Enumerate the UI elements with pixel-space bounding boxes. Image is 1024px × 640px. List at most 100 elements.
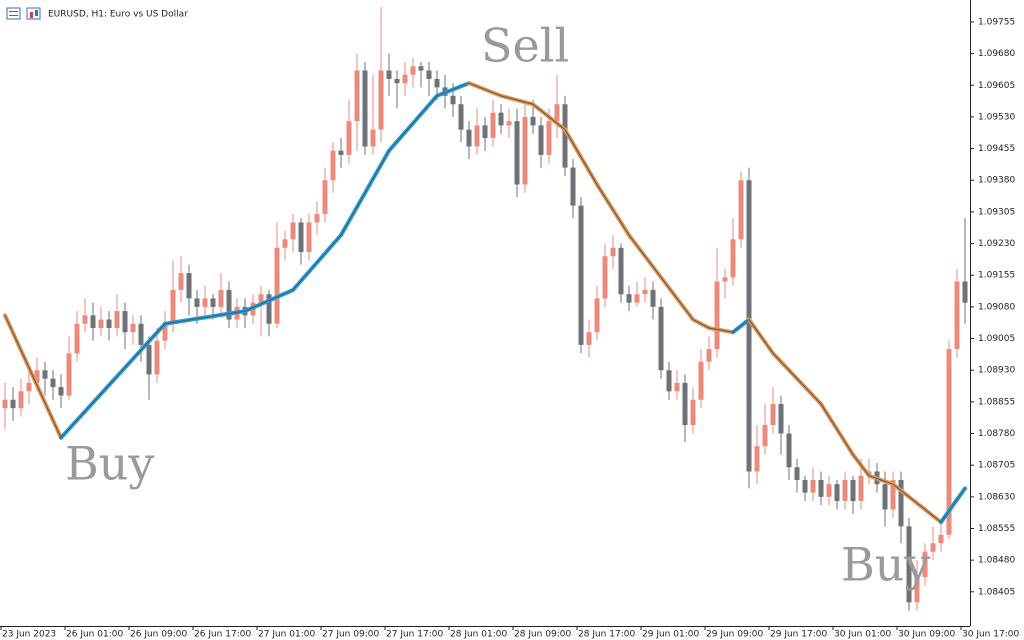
candle-body bbox=[578, 205, 584, 345]
x-tick-label: 27 Jun 17:00 bbox=[386, 630, 443, 640]
candle-body bbox=[514, 121, 520, 185]
candle-body bbox=[506, 121, 512, 126]
y-tick-label: 1.09380 bbox=[978, 176, 1015, 186]
candle-body bbox=[618, 247, 624, 295]
candle-body bbox=[746, 180, 752, 472]
candle-body bbox=[658, 306, 664, 371]
y-tick-label: 1.09230 bbox=[978, 239, 1015, 249]
candle-body bbox=[322, 180, 328, 215]
x-tick-label: 28 Jun 09:00 bbox=[514, 630, 571, 640]
candle-body bbox=[266, 294, 272, 324]
icon bbox=[30, 12, 33, 18]
x-tick-label: 29 Jun 01:00 bbox=[642, 630, 699, 640]
x-tick-label: 29 Jun 09:00 bbox=[706, 630, 763, 640]
candle-body bbox=[298, 222, 304, 253]
candle-body bbox=[386, 70, 392, 79]
x-tick-label: 30 Jun 17:00 bbox=[962, 630, 1019, 640]
candle-body bbox=[122, 311, 128, 333]
candle-body bbox=[842, 479, 848, 502]
candle-body bbox=[370, 129, 376, 147]
y-tick-label: 1.08555 bbox=[978, 524, 1015, 534]
candle-body bbox=[130, 323, 136, 333]
candle-body bbox=[682, 382, 688, 426]
candle-body bbox=[466, 129, 472, 147]
candle-body bbox=[82, 315, 88, 324]
candle-body bbox=[178, 273, 184, 290]
candle-body bbox=[586, 332, 592, 345]
candle-body bbox=[498, 112, 504, 126]
candle-body bbox=[634, 294, 640, 303]
candle-body bbox=[770, 403, 776, 426]
candle-body bbox=[810, 479, 816, 493]
candle-body bbox=[98, 319, 104, 328]
candle-body bbox=[106, 319, 112, 328]
candle-body bbox=[434, 78, 440, 88]
candle-body bbox=[962, 281, 968, 303]
y-tick-label: 1.08630 bbox=[978, 492, 1015, 502]
candle-body bbox=[58, 387, 64, 396]
candle-body bbox=[338, 150, 344, 155]
candle-body bbox=[402, 74, 408, 84]
x-tick-label: 27 Jun 09:00 bbox=[322, 630, 379, 640]
annotation: Buy bbox=[65, 436, 154, 490]
y-tick-label: 1.09005 bbox=[978, 334, 1015, 344]
x-tick-label: 29 Jun 17:00 bbox=[770, 630, 827, 640]
candle-body bbox=[802, 479, 808, 493]
candle-body bbox=[522, 116, 528, 185]
candle-body bbox=[786, 433, 792, 468]
candle-body bbox=[362, 70, 368, 147]
candle-body bbox=[202, 298, 208, 307]
candle-body bbox=[930, 543, 936, 552]
candle-body bbox=[954, 281, 960, 350]
candle-body bbox=[306, 222, 312, 253]
x-tick-label: 26 Jun 17:00 bbox=[194, 630, 251, 640]
ma-line bbox=[4, 82, 966, 523]
candle-body bbox=[170, 289, 176, 324]
candle-body bbox=[146, 344, 152, 375]
candle-body bbox=[354, 70, 360, 122]
candle-body bbox=[570, 167, 576, 206]
candle-body bbox=[722, 277, 728, 282]
candle-body bbox=[666, 370, 672, 392]
candle-body bbox=[850, 479, 856, 502]
y-tick-label: 1.09305 bbox=[978, 207, 1015, 217]
x-tick-label: 28 Jun 01:00 bbox=[450, 630, 507, 640]
y-tick-label: 1.09155 bbox=[978, 271, 1015, 281]
candle-body bbox=[74, 323, 80, 354]
candle-body bbox=[698, 361, 704, 400]
candle-body bbox=[474, 125, 480, 147]
candle-body bbox=[194, 298, 200, 307]
candle-body bbox=[690, 399, 696, 426]
candle-body bbox=[898, 479, 904, 527]
x-tick-label: 28 Jun 17:00 bbox=[578, 630, 635, 640]
candle-body bbox=[210, 298, 216, 307]
candle-body bbox=[346, 121, 352, 155]
candle-body bbox=[226, 289, 232, 320]
candle-body bbox=[154, 340, 160, 375]
candle-body bbox=[626, 294, 632, 303]
x-tick-label: 23 Jun 2023 bbox=[2, 630, 56, 640]
candle-body bbox=[906, 526, 912, 603]
candle-body bbox=[42, 370, 48, 379]
candle-body bbox=[418, 66, 424, 71]
candle-body bbox=[114, 311, 120, 328]
candle-body bbox=[162, 323, 168, 341]
candle-body bbox=[410, 66, 416, 75]
y-tick-label: 1.08855 bbox=[978, 397, 1015, 407]
candle-body bbox=[18, 391, 24, 409]
chart-title: EURUSD, H1: Euro vs US Dollar bbox=[48, 10, 188, 20]
candle-body bbox=[90, 315, 96, 328]
candle-body bbox=[738, 180, 744, 240]
y-tick-label: 1.09605 bbox=[978, 81, 1015, 91]
candle-body bbox=[706, 349, 712, 362]
candle-body bbox=[730, 239, 736, 278]
candle-body bbox=[274, 247, 280, 324]
candle-body bbox=[914, 577, 920, 603]
annotation: Buy bbox=[841, 538, 930, 592]
y-tick-label: 1.08780 bbox=[978, 429, 1015, 439]
y-tick-label: 1.08405 bbox=[978, 587, 1015, 597]
candle-body bbox=[562, 104, 568, 168]
candle-body bbox=[674, 382, 680, 392]
y-tick-label: 1.09530 bbox=[978, 112, 1015, 122]
